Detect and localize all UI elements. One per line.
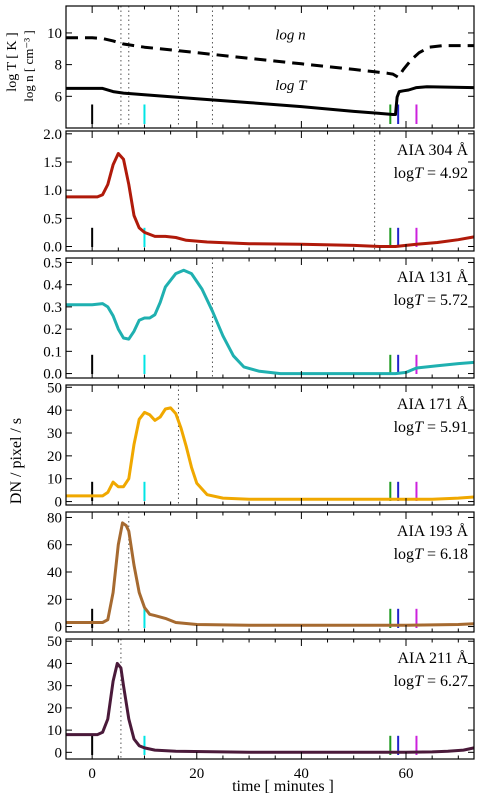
channel-label: AIA 131 Å [397,268,469,286]
series-line [66,521,475,627]
series-line [66,268,475,376]
channel-label: AIA 193 Å [397,522,469,540]
y-tick-label: 0 [55,745,63,761]
series-line [66,36,474,79]
y-tick-label: 0.3 [43,300,62,316]
y-tick-label: 0 [55,495,63,511]
top-y-axis-label-logn: log n [ cm⁻³ ] [21,30,36,101]
x-tick-label: 40 [294,766,309,782]
y-axis-label-shared: DN / pixel / s [8,418,25,504]
y-tick-label: 20 [47,449,62,465]
panel-3: 0.0 0.1 0.2 0.3 0.4 0.5 AIA 131 Å logT = 5.72 [43,255,475,383]
y-tick-label: 40 [47,403,62,419]
y-tick-label: 0.5 [43,211,62,227]
y-tick-label: 30 [47,679,62,695]
y-tick-label: 30 [47,426,62,442]
panel-5: 0 20 40 60 80 AIA 193 Å logT = 6.18 [47,510,475,636]
series-line [66,152,475,248]
panel-4: 0 10 20 30 40 50 AIA 171 Å logT = 5.91 [47,380,475,511]
y-tick-label: 40 [47,565,62,581]
series-annotation: log n [275,27,305,43]
series-annotation: log T [275,78,308,94]
y-tick-label: 10 [47,723,62,739]
y-tick-label: 10 [47,26,62,42]
y-tick-label: 20 [47,592,62,608]
y-tick-label: 50 [47,380,62,396]
y-tick-label: 1.0 [43,183,62,199]
channel-label: AIA 211 Å [397,649,468,667]
y-tick-label: 50 [47,634,62,650]
series-line [66,406,475,501]
y-tick-label: 8 [55,58,63,74]
y-tick-label: 1.5 [43,155,62,171]
y-tick-label: 0.1 [43,344,62,360]
y-tick-label: 0.4 [43,278,62,294]
plot-frame [65,384,475,506]
y-tick-label: 10 [47,472,62,488]
x-tick-label: 20 [189,766,204,782]
y-tick-label: 6 [55,89,63,105]
y-tick-label: 2.0 [43,127,62,143]
logT-label: logT = 6.18 [394,546,468,563]
top-y-axis-label-logT: log T [ K ] [5,32,20,91]
y-tick-label: 20 [47,701,62,717]
y-tick-label: 0.5 [43,255,62,271]
logT-label: logT = 4.92 [394,165,468,182]
series-line [66,661,475,754]
channel-label: AIA 171 Å [397,395,469,413]
y-tick-label: 0.0 [43,367,62,383]
y-tick-label: 0.0 [43,239,62,255]
x-tick-label: 0 [88,766,96,782]
y-tick-label: 80 [47,510,62,526]
y-tick-label: 0 [55,620,63,636]
y-tick-label: 40 [47,656,62,672]
y-tick-label: 60 [47,538,62,554]
logT-label: logT = 5.72 [394,292,468,309]
plot-frame [65,638,475,760]
panel-2: 0.0 0.5 1.0 1.5 2.0 AIA 304 Å logT = 4.92 [43,127,475,255]
series-line [66,85,475,116]
y-tick-label: 0.2 [43,322,62,338]
logT-label: logT = 5.91 [394,419,468,436]
plot-frame [65,257,475,379]
panel-6: 0 10 20 30 40 50 AIA 211 Å logT = 6.27 0 20 40 60 [47,634,475,782]
plot-frame [65,130,475,252]
x-tick-label: 60 [399,766,414,782]
panel-1: 6 8 10 log n log T [47,5,475,129]
x-axis-label: time [ minutes ] [232,778,334,795]
logT-label: logT = 6.27 [394,673,468,690]
plot-frame [65,5,475,129]
channel-label: AIA 304 Å [397,141,469,159]
